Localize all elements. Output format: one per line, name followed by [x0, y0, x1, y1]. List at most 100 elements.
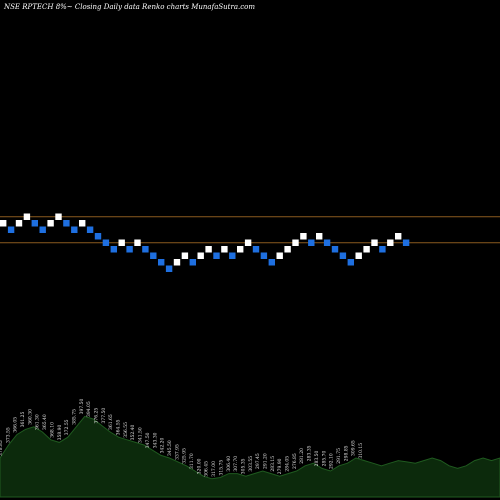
renko-brick-up	[244, 239, 252, 246]
renko-brick-up	[237, 246, 244, 253]
volume-label: 358.90	[57, 425, 63, 441]
renko-brick-down	[323, 239, 331, 246]
volume-label: 303.55	[248, 456, 254, 472]
renko-brick-down	[94, 233, 102, 240]
volume-label: 307.70	[233, 456, 239, 472]
volume-label: 373.55	[5, 427, 11, 443]
volume-label: 356.55	[123, 422, 129, 438]
volume-label: 310.15	[358, 443, 364, 459]
volume-label: 385.75	[72, 409, 78, 425]
renko-brick-up	[221, 246, 228, 253]
renko-brick-down	[213, 252, 220, 259]
renko-brick-down	[71, 226, 78, 233]
renko-brick-down	[379, 246, 386, 253]
volume-label: 366.05	[13, 417, 19, 433]
volume-label: 283.50	[314, 451, 320, 467]
renko-bricks	[0, 213, 410, 272]
volume-label: 309.65	[351, 440, 357, 456]
renko-brick-up	[23, 213, 31, 220]
renko-brick-down	[260, 252, 268, 259]
volume-label: 397.50	[79, 399, 85, 415]
renko-brick-up	[118, 239, 125, 246]
renko-brick-up	[284, 246, 291, 253]
volume-label: 292.10	[329, 453, 335, 469]
volume-label: 306.40	[226, 456, 232, 472]
renko-brick-down	[347, 259, 354, 266]
renko-brick-down	[142, 246, 149, 253]
renko-brick-up	[79, 220, 86, 227]
volume-label: 281.20	[299, 448, 305, 464]
volume-label: 365.40	[42, 414, 48, 430]
renko-brick-down	[110, 246, 117, 253]
volume-label: 360.30	[27, 409, 33, 425]
volume-label: 341.50	[138, 427, 144, 443]
volume-label: 317.00	[211, 461, 217, 477]
renko-brick-down	[229, 252, 236, 259]
renko-brick-up	[371, 239, 378, 246]
volume-label: 305.35	[240, 458, 246, 474]
volume-label: 284.05	[285, 456, 291, 472]
renko-brick-down	[331, 246, 339, 253]
volume-label: 361.30	[35, 414, 41, 430]
renko-brick-down	[86, 226, 94, 233]
volume-label: 297.45	[255, 453, 261, 469]
renko-brick-down	[31, 220, 38, 227]
volume-label: 377.50	[101, 408, 107, 424]
chart-title: NSE RPTECH 8%~ Closing Daily data Renko …	[3, 3, 255, 11]
renko-brick-up	[300, 233, 307, 240]
renko-brick-down	[165, 265, 173, 272]
renko-brick-down	[150, 252, 157, 259]
renko-brick-down	[126, 246, 133, 253]
renko-brick-up	[197, 252, 204, 259]
renko-brick-up	[276, 252, 283, 259]
renko-brick-down	[158, 259, 165, 266]
renko-brick-up	[387, 239, 394, 246]
renko-brick-down	[7, 226, 15, 233]
renko-brick-down	[102, 239, 110, 246]
renko-brick-down	[402, 239, 410, 246]
volume-label: 325.95	[182, 448, 188, 464]
volume-label: 315.75	[218, 460, 224, 476]
renko-brick-up	[134, 239, 141, 246]
renko-brick-up	[316, 233, 323, 240]
renko-brick-down	[63, 220, 70, 227]
volume-label: 342.20	[160, 438, 166, 454]
renko-brick-up	[205, 246, 212, 253]
volume-label: 283.35	[307, 445, 313, 461]
volume-label: 320.00	[196, 458, 202, 474]
volume-label: 283.15	[270, 456, 276, 472]
volume-label: 337.95	[174, 444, 180, 460]
volume-profile	[0, 415, 500, 498]
volume-label: 352.40	[130, 425, 136, 441]
volume-label: 347.50	[145, 432, 151, 448]
volume-label: 276.85	[292, 453, 298, 469]
renko-brick-up	[55, 213, 62, 220]
renko-brick-down	[252, 246, 260, 253]
volume-label: 368.10	[49, 422, 55, 438]
renko-brick-down	[189, 259, 196, 266]
volume-label: 291.75	[336, 448, 342, 464]
volume-label: 298.85	[343, 445, 349, 461]
volume-label: 394.05	[86, 401, 92, 417]
renko-brick-down	[268, 259, 275, 266]
volume-label: 285.70	[321, 451, 327, 467]
volume-label: 279.90	[277, 458, 283, 474]
renko-brick-up	[15, 220, 23, 227]
renko-brick-down	[308, 239, 315, 246]
volume-area	[0, 415, 500, 498]
volume-label: 372.55	[64, 419, 70, 435]
renko-brick-down	[39, 226, 46, 233]
renko-brick-up	[363, 246, 370, 253]
volume-label: 311.70	[189, 453, 195, 469]
volume-label: 343.30	[152, 432, 158, 448]
renko-brick-up	[292, 239, 299, 246]
volume-label: 364.55	[116, 419, 122, 435]
renko-brick-up	[0, 220, 7, 227]
volume-label: 345.50	[167, 440, 173, 456]
volume-label: 361.65	[108, 414, 114, 430]
volume-label: 306.45	[204, 461, 210, 477]
volume-label: 378.85	[0, 440, 4, 456]
